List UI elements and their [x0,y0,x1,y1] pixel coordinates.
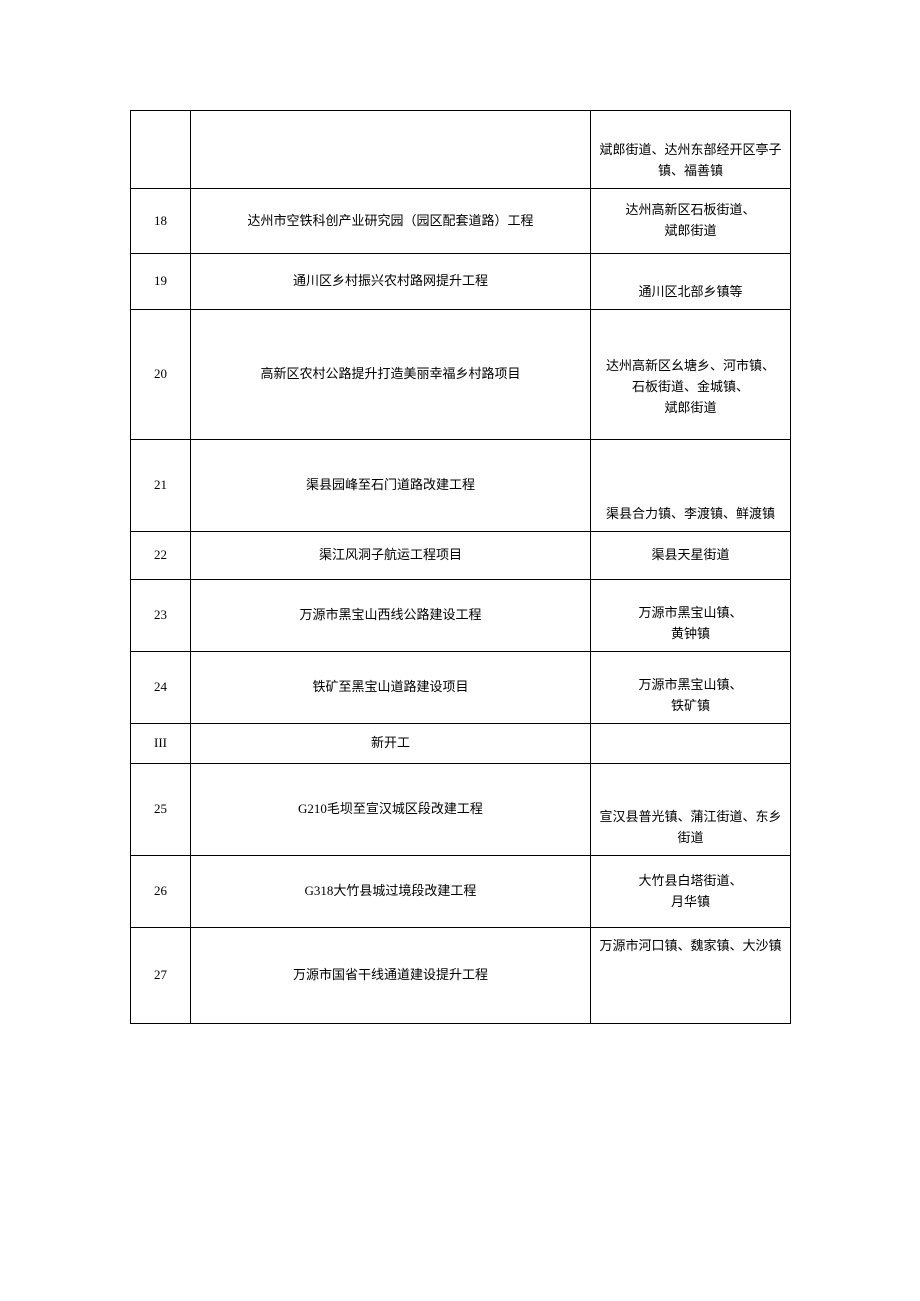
table-row: 27 万源市国省干线通道建设提升工程 万源市河口镇、魏家镇、大沙镇 [131,928,791,1024]
location: 万源市河口镇、魏家镇、大沙镇 [591,928,791,1024]
project-name: G210毛坝至宣汉城区段改建工程 [191,764,591,856]
table-row: 22 渠江风洞子航运工程项目 渠县天星街道 [131,532,791,580]
row-number: 22 [131,532,191,580]
project-name: 新开工 [191,724,591,764]
location: 大竹县白塔街道、月华镇 [591,856,791,928]
table-row: 25 G210毛坝至宣汉城区段改建工程 宣汉县普光镇、蒲江街道、东乡街道 [131,764,791,856]
row-number: 27 [131,928,191,1024]
location [591,724,791,764]
project-name: 通川区乡村振兴农村路网提升工程 [191,254,591,310]
project-name: 铁矿至黑宝山道路建设项目 [191,652,591,724]
location: 万源市黑宝山镇、黄钟镇 [591,580,791,652]
project-name: 高新区农村公路提升打造美丽幸福乡村路项目 [191,310,591,440]
location: 渠县天星街道 [591,532,791,580]
row-number: 25 [131,764,191,856]
table-row: 20 高新区农村公路提升打造美丽幸福乡村路项目 达州高新区幺塘乡、河市镇、石板街… [131,310,791,440]
project-name [191,111,591,189]
row-number [131,111,191,189]
project-name: 渠江风洞子航运工程项目 [191,532,591,580]
row-number: 23 [131,580,191,652]
project-name: 达州市空铁科创产业研究园（园区配套道路）工程 [191,189,591,254]
location: 渠县合力镇、李渡镇、鲜渡镇 [591,440,791,532]
location: 斌郎街道、达州东部经开区亭子镇、福善镇 [591,111,791,189]
project-name: 渠县园峰至石门道路改建工程 [191,440,591,532]
project-name: 万源市黑宝山西线公路建设工程 [191,580,591,652]
location: 达州高新区幺塘乡、河市镇、石板街道、金城镇、斌郎街道 [591,310,791,440]
project-name: 万源市国省干线通道建设提升工程 [191,928,591,1024]
table-row: 21 渠县园峰至石门道路改建工程 渠县合力镇、李渡镇、鲜渡镇 [131,440,791,532]
project-name: G318大竹县城过境段改建工程 [191,856,591,928]
location: 万源市黑宝山镇、铁矿镇 [591,652,791,724]
row-number: III [131,724,191,764]
table-section-header: III 新开工 [131,724,791,764]
row-number: 24 [131,652,191,724]
row-number: 18 [131,189,191,254]
table-row: 26 G318大竹县城过境段改建工程 大竹县白塔街道、月华镇 [131,856,791,928]
row-number: 20 [131,310,191,440]
location: 宣汉县普光镇、蒲江街道、东乡街道 [591,764,791,856]
row-number: 21 [131,440,191,532]
table-row: 18 达州市空铁科创产业研究园（园区配套道路）工程 达州高新区石板街道、斌郎街道 [131,189,791,254]
projects-table: 斌郎街道、达州东部经开区亭子镇、福善镇 18 达州市空铁科创产业研究园（园区配套… [130,110,791,1024]
location: 达州高新区石板街道、斌郎街道 [591,189,791,254]
table-row: 24 铁矿至黑宝山道路建设项目 万源市黑宝山镇、铁矿镇 [131,652,791,724]
table-row: 19 通川区乡村振兴农村路网提升工程 通川区北部乡镇等 [131,254,791,310]
row-number: 26 [131,856,191,928]
table-row: 23 万源市黑宝山西线公路建设工程 万源市黑宝山镇、黄钟镇 [131,580,791,652]
table-row: 斌郎街道、达州东部经开区亭子镇、福善镇 [131,111,791,189]
location: 通川区北部乡镇等 [591,254,791,310]
row-number: 19 [131,254,191,310]
